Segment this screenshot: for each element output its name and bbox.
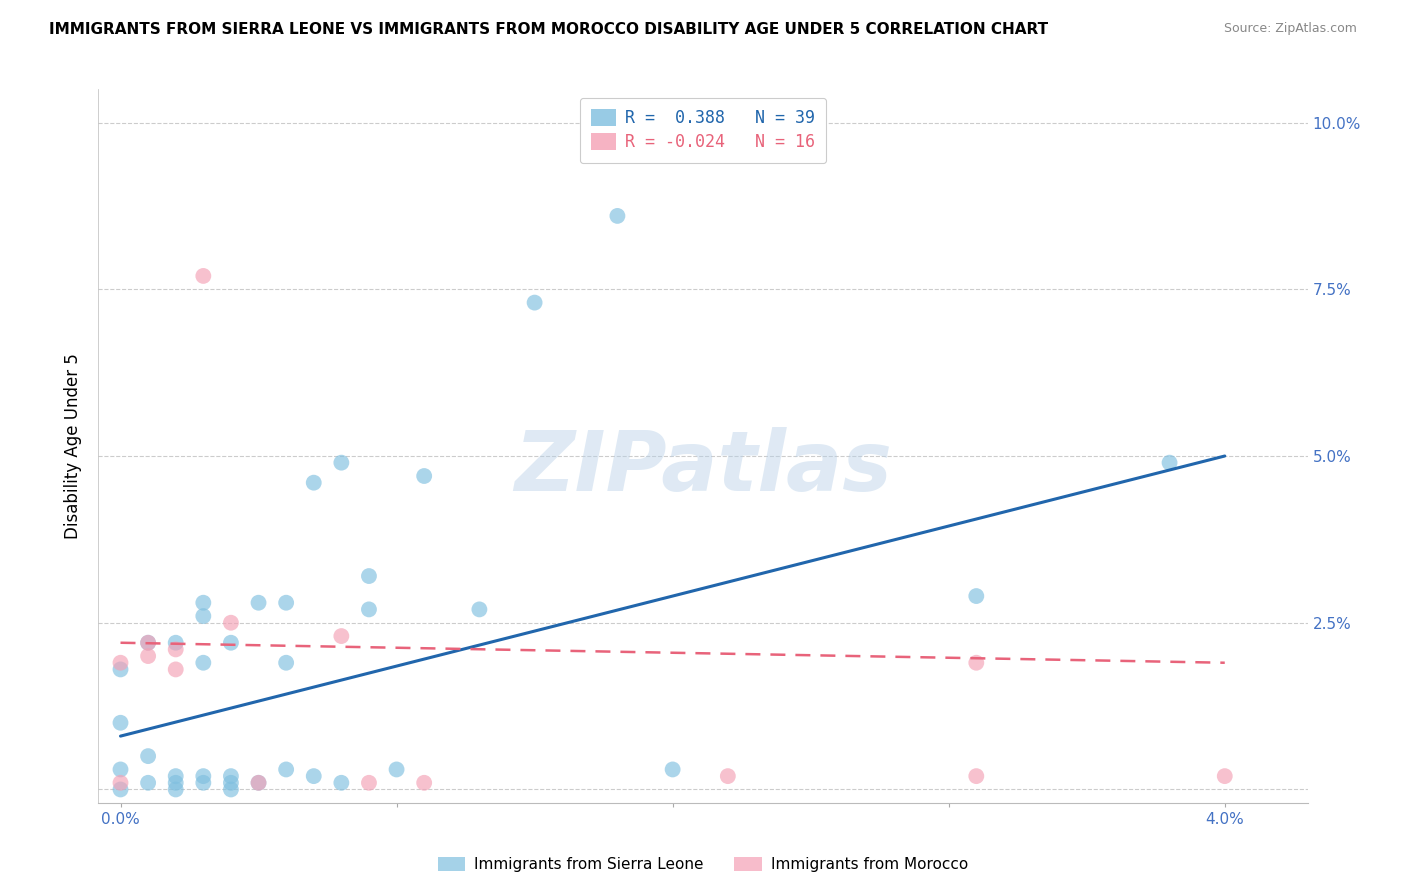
Point bbox=[110, 782, 132, 797]
Point bbox=[717, 769, 740, 783]
Text: ZIPatlas: ZIPatlas bbox=[515, 427, 891, 508]
Point bbox=[110, 662, 132, 676]
Point bbox=[413, 469, 436, 483]
Point bbox=[193, 596, 215, 610]
Point bbox=[219, 769, 242, 783]
Point bbox=[357, 569, 380, 583]
Point bbox=[330, 629, 353, 643]
Y-axis label: Disability Age Under 5: Disability Age Under 5 bbox=[65, 353, 83, 539]
Point bbox=[302, 769, 325, 783]
Point bbox=[136, 649, 159, 664]
Point bbox=[193, 776, 215, 790]
Point bbox=[219, 636, 242, 650]
Point bbox=[110, 763, 132, 777]
Point bbox=[136, 636, 159, 650]
Point bbox=[219, 776, 242, 790]
Legend: Immigrants from Sierra Leone, Immigrants from Morocco: Immigrants from Sierra Leone, Immigrants… bbox=[430, 849, 976, 880]
Point bbox=[193, 268, 215, 283]
Point bbox=[165, 636, 187, 650]
Legend: R =  0.388   N = 39, R = -0.024   N = 16: R = 0.388 N = 39, R = -0.024 N = 16 bbox=[579, 97, 827, 163]
Point bbox=[165, 662, 187, 676]
Point bbox=[276, 656, 298, 670]
Point bbox=[1159, 456, 1181, 470]
Point bbox=[330, 456, 353, 470]
Point bbox=[165, 769, 187, 783]
Point bbox=[523, 295, 546, 310]
Point bbox=[965, 769, 987, 783]
Point bbox=[193, 609, 215, 624]
Point bbox=[110, 656, 132, 670]
Point bbox=[110, 715, 132, 730]
Text: IMMIGRANTS FROM SIERRA LEONE VS IMMIGRANTS FROM MOROCCO DISABILITY AGE UNDER 5 C: IMMIGRANTS FROM SIERRA LEONE VS IMMIGRAN… bbox=[49, 22, 1049, 37]
Point bbox=[385, 763, 408, 777]
Point bbox=[1213, 769, 1236, 783]
Point bbox=[606, 209, 628, 223]
Point bbox=[165, 642, 187, 657]
Point bbox=[136, 636, 159, 650]
Point bbox=[276, 763, 298, 777]
Point bbox=[413, 776, 436, 790]
Point bbox=[247, 596, 270, 610]
Point bbox=[165, 782, 187, 797]
Point bbox=[468, 602, 491, 616]
Point bbox=[330, 776, 353, 790]
Point bbox=[110, 776, 132, 790]
Point bbox=[165, 776, 187, 790]
Point bbox=[357, 602, 380, 616]
Point bbox=[965, 589, 987, 603]
Point bbox=[247, 776, 270, 790]
Point bbox=[219, 782, 242, 797]
Point bbox=[661, 763, 683, 777]
Point bbox=[247, 776, 270, 790]
Point bbox=[136, 776, 159, 790]
Text: Source: ZipAtlas.com: Source: ZipAtlas.com bbox=[1223, 22, 1357, 36]
Point bbox=[136, 749, 159, 764]
Point bbox=[219, 615, 242, 630]
Point bbox=[276, 596, 298, 610]
Point bbox=[193, 656, 215, 670]
Point bbox=[193, 769, 215, 783]
Point bbox=[965, 656, 987, 670]
Point bbox=[357, 776, 380, 790]
Point bbox=[302, 475, 325, 490]
